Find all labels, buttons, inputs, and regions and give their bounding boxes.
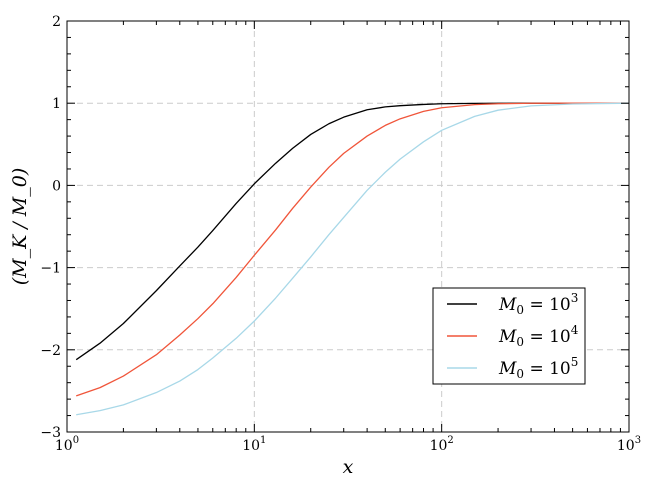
x-tick-label: 102	[430, 435, 454, 454]
series-line-3	[76, 102, 630, 416]
x-tick-label: 101	[242, 435, 266, 454]
y-tick-label: 2	[52, 14, 61, 30]
legend-label-2: M0 = 104	[498, 323, 579, 349]
y-tick-label: −2	[40, 343, 61, 359]
plot-frame	[66, 20, 630, 433]
tick-labels: 100 101 102 103 −3 −2 −1 0 1 2	[40, 14, 641, 454]
y-tick-label: −3	[40, 425, 61, 441]
y-tick-label: −1	[40, 261, 61, 277]
y-tick-label: 1	[52, 96, 61, 112]
series-line-1	[75, 102, 629, 361]
ticks	[66, 20, 630, 433]
x-tick-label: 100	[55, 435, 79, 454]
x-axis-label: x	[343, 456, 354, 478]
series-layer	[75, 102, 630, 416]
y-axis-label: (M_K / M_0)	[9, 168, 31, 286]
x-tick-label: 103	[617, 435, 641, 454]
y-tick-label: 0	[52, 178, 61, 194]
legend: M0 = 103 M0 = 104 M0 = 105	[432, 287, 586, 385]
legend-label-1: M0 = 103	[498, 291, 578, 317]
legend-label-3: M0 = 105	[498, 355, 578, 381]
series-line-2	[76, 102, 629, 397]
